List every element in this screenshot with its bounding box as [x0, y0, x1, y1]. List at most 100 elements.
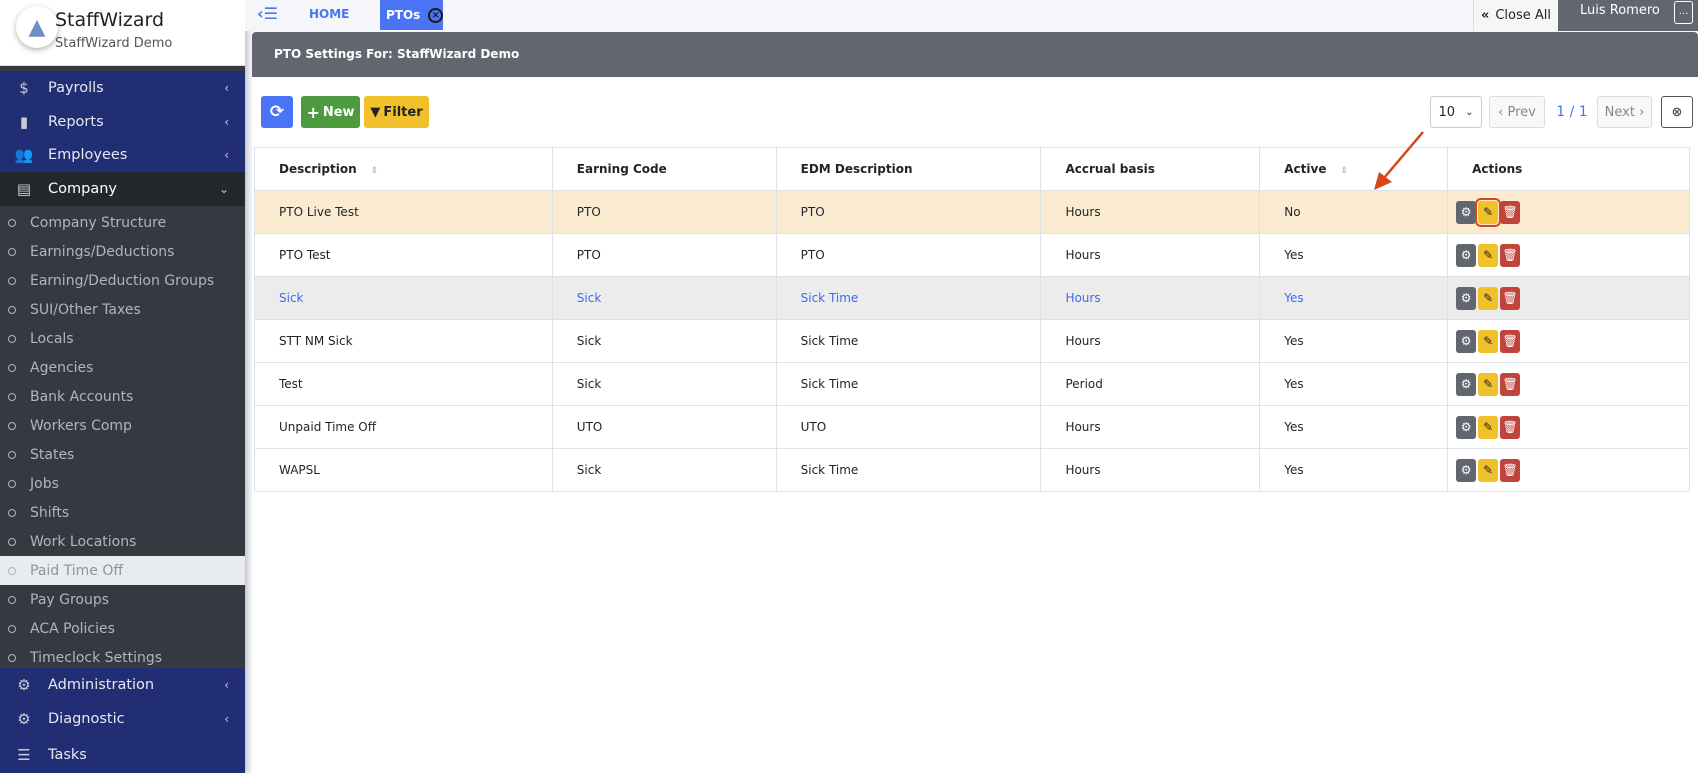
sort-icon[interactable]: ⇕	[370, 166, 379, 176]
sidebar-subitem[interactable]: Earnings/Deductions	[0, 237, 245, 266]
edit-button[interactable]: ✎	[1478, 372, 1499, 396]
table-cell: UTO	[551, 405, 777, 449]
sidebar-item-label: Diagnostic	[48, 711, 125, 727]
sidebar-subitem[interactable]: Locals	[0, 324, 245, 353]
table-cell: Sick Time	[775, 448, 1042, 492]
table-cell: Yes	[1259, 276, 1449, 320]
circle-icon	[8, 653, 16, 662]
sidebar-subitem[interactable]: Work Locations	[0, 527, 245, 556]
table-row[interactable]: STT NM Sick Sick Sick Time Hours Yes ⚙ ✎ 🗑	[254, 319, 1690, 363]
settings-button[interactable]: ⚙	[1456, 286, 1477, 310]
sidebar-subitem[interactable]: States	[0, 440, 245, 469]
users-icon: 👥	[14, 146, 34, 164]
edit-button[interactable]: ✎	[1478, 329, 1499, 353]
tab-bar: ‹☰ HOME PTOs × «Close All Luis Romero ...	[245, 0, 1698, 31]
table-row[interactable]: Sick Sick Sick Time Hours Yes ⚙ ✎ 🗑	[254, 276, 1690, 320]
sidebar-item-diagnostic[interactable]: ⚙ Diagnostic ‹	[0, 702, 245, 736]
gear-icon: ⚙	[1460, 377, 1472, 391]
delete-button[interactable]: 🗑	[1500, 415, 1521, 439]
delete-button[interactable]: 🗑	[1500, 458, 1521, 482]
collapse-sidebar-icon[interactable]: ‹☰	[257, 4, 278, 23]
sidebar-subitem[interactable]: Pay Groups	[0, 585, 245, 614]
sidebar-subitem[interactable]: Earning/Deduction Groups	[0, 266, 245, 295]
sidebar-subitem-label: Pay Groups	[30, 591, 110, 608]
edit-button[interactable]: ✎	[1475, 197, 1502, 227]
table-cell: Test	[254, 362, 553, 406]
sidebar-item-payrolls[interactable]: $ Payrolls ‹	[0, 71, 245, 105]
tab-home[interactable]: HOME	[309, 7, 350, 21]
settings-button[interactable]: ⚙	[1456, 415, 1477, 439]
circle-icon	[8, 450, 16, 459]
gear-icon: ⚙	[17, 676, 31, 694]
sidebar-subitem[interactable]: Agencies	[0, 353, 245, 382]
edit-button[interactable]: ✎	[1478, 415, 1499, 439]
actions-cell: ⚙ ✎ 🗑	[1447, 448, 1690, 492]
sidebar-item-reports[interactable]: ▮ Reports ‹	[0, 105, 245, 139]
next-button[interactable]: Next ›	[1597, 96, 1652, 128]
clear-button[interactable]: ⊗	[1661, 96, 1693, 128]
settings-button[interactable]: ⚙	[1456, 243, 1477, 267]
double-chevron-left-icon: «	[1480, 8, 1490, 23]
trash-icon: 🗑	[1502, 334, 1518, 348]
delete-button[interactable]: 🗑	[1500, 372, 1521, 396]
table-row[interactable]: PTO Live Test PTO PTO Hours No ⚙ ✎ 🗑	[254, 190, 1690, 234]
table-row[interactable]: Unpaid Time Off UTO UTO Hours Yes ⚙ ✎ 🗑	[254, 405, 1690, 449]
more-button[interactable]: ...	[1674, 1, 1693, 24]
plus-icon: +	[306, 102, 320, 122]
sidebar-subitem[interactable]: Company Structure	[0, 208, 245, 237]
delete-button[interactable]: 🗑	[1500, 243, 1521, 267]
table-cell: Yes	[1259, 319, 1449, 363]
delete-button[interactable]: 🗑	[1500, 200, 1521, 224]
sort-icon[interactable]: ⇕	[1340, 166, 1349, 176]
filter-button[interactable]: ▼ Filter	[364, 96, 429, 128]
sidebar-item-employees[interactable]: 👥 Employees ‹	[0, 138, 245, 172]
table-cell: Period	[1040, 362, 1261, 406]
settings-button[interactable]: ⚙	[1456, 458, 1477, 482]
sidebar-subitem[interactable]: Shifts	[0, 498, 245, 527]
sidebar-item-label: Reports	[48, 114, 104, 130]
new-button[interactable]: + New	[301, 96, 360, 128]
sidebar-subitem[interactable]: ACA Policies	[0, 614, 245, 643]
chevron-left-icon: ‹	[224, 678, 229, 692]
brand[interactable]: ▲ StaffWizard StaffWizard Demo	[0, 0, 245, 66]
refresh-icon: ⟳	[269, 102, 285, 122]
sidebar-item-administration[interactable]: ⚙ Administration ‹	[0, 668, 245, 702]
sidebar-item-tasks[interactable]: ☰ Tasks	[0, 736, 245, 773]
column-header-accrual-basis: Accrual basis	[1040, 147, 1261, 191]
sidebar-subitem[interactable]: Paid Time Off	[0, 556, 245, 585]
edit-button[interactable]: ✎	[1478, 243, 1499, 267]
close-all-button[interactable]: « Close All	[1473, 0, 1558, 31]
column-header-description[interactable]: Description ⇕	[254, 147, 553, 191]
sidebar-subitem-label: Earnings/Deductions	[30, 243, 175, 260]
settings-button[interactable]: ⚙	[1456, 329, 1477, 353]
column-header-active[interactable]: Active ⇕	[1259, 147, 1449, 191]
edit-button[interactable]: ✎	[1478, 458, 1499, 482]
sidebar-subitem-label: Workers Comp	[30, 417, 132, 434]
sidebar-subitem-label: Timeclock Settings	[30, 649, 163, 666]
circle-icon	[8, 276, 16, 285]
settings-button[interactable]: ⚙	[1456, 372, 1477, 396]
sidebar-subitem[interactable]: Timeclock Settings	[0, 643, 245, 672]
chevron-left-icon: ‹	[224, 115, 229, 129]
sidebar-subitem[interactable]: SUI/Other Taxes	[0, 295, 245, 324]
prev-button[interactable]: ‹ Prev	[1489, 96, 1545, 128]
close-tab-icon[interactable]: ×	[428, 7, 443, 23]
gear-icon: ⚙	[1460, 420, 1472, 434]
refresh-button[interactable]: ⟳	[261, 96, 293, 128]
chevron-left-icon: ‹	[224, 712, 229, 726]
sidebar-subitem[interactable]: Bank Accounts	[0, 382, 245, 411]
page-size-select[interactable]: 10 ⌄	[1430, 96, 1482, 128]
delete-button[interactable]: 🗑	[1500, 286, 1521, 310]
table-row[interactable]: Test Sick Sick Time Period Yes ⚙ ✎ 🗑	[254, 362, 1690, 406]
sidebar-item-company[interactable]: ▤ Company ⌄	[0, 172, 245, 206]
sidebar-subitem[interactable]: Workers Comp	[0, 411, 245, 440]
table-row[interactable]: WAPSL Sick Sick Time Hours Yes ⚙ ✎ 🗑	[254, 448, 1690, 492]
delete-button[interactable]: 🗑	[1500, 329, 1521, 353]
settings-button[interactable]: ⚙	[1456, 200, 1477, 224]
actions-cell: ⚙ ✎ 🗑	[1447, 362, 1690, 406]
tab-ptos[interactable]: PTOs ×	[380, 0, 443, 30]
edit-button[interactable]: ✎	[1478, 286, 1499, 310]
table-row[interactable]: PTO Test PTO PTO Hours Yes ⚙ ✎ 🗑	[254, 233, 1690, 277]
circle-icon	[8, 363, 16, 372]
sidebar-subitem[interactable]: Jobs	[0, 469, 245, 498]
